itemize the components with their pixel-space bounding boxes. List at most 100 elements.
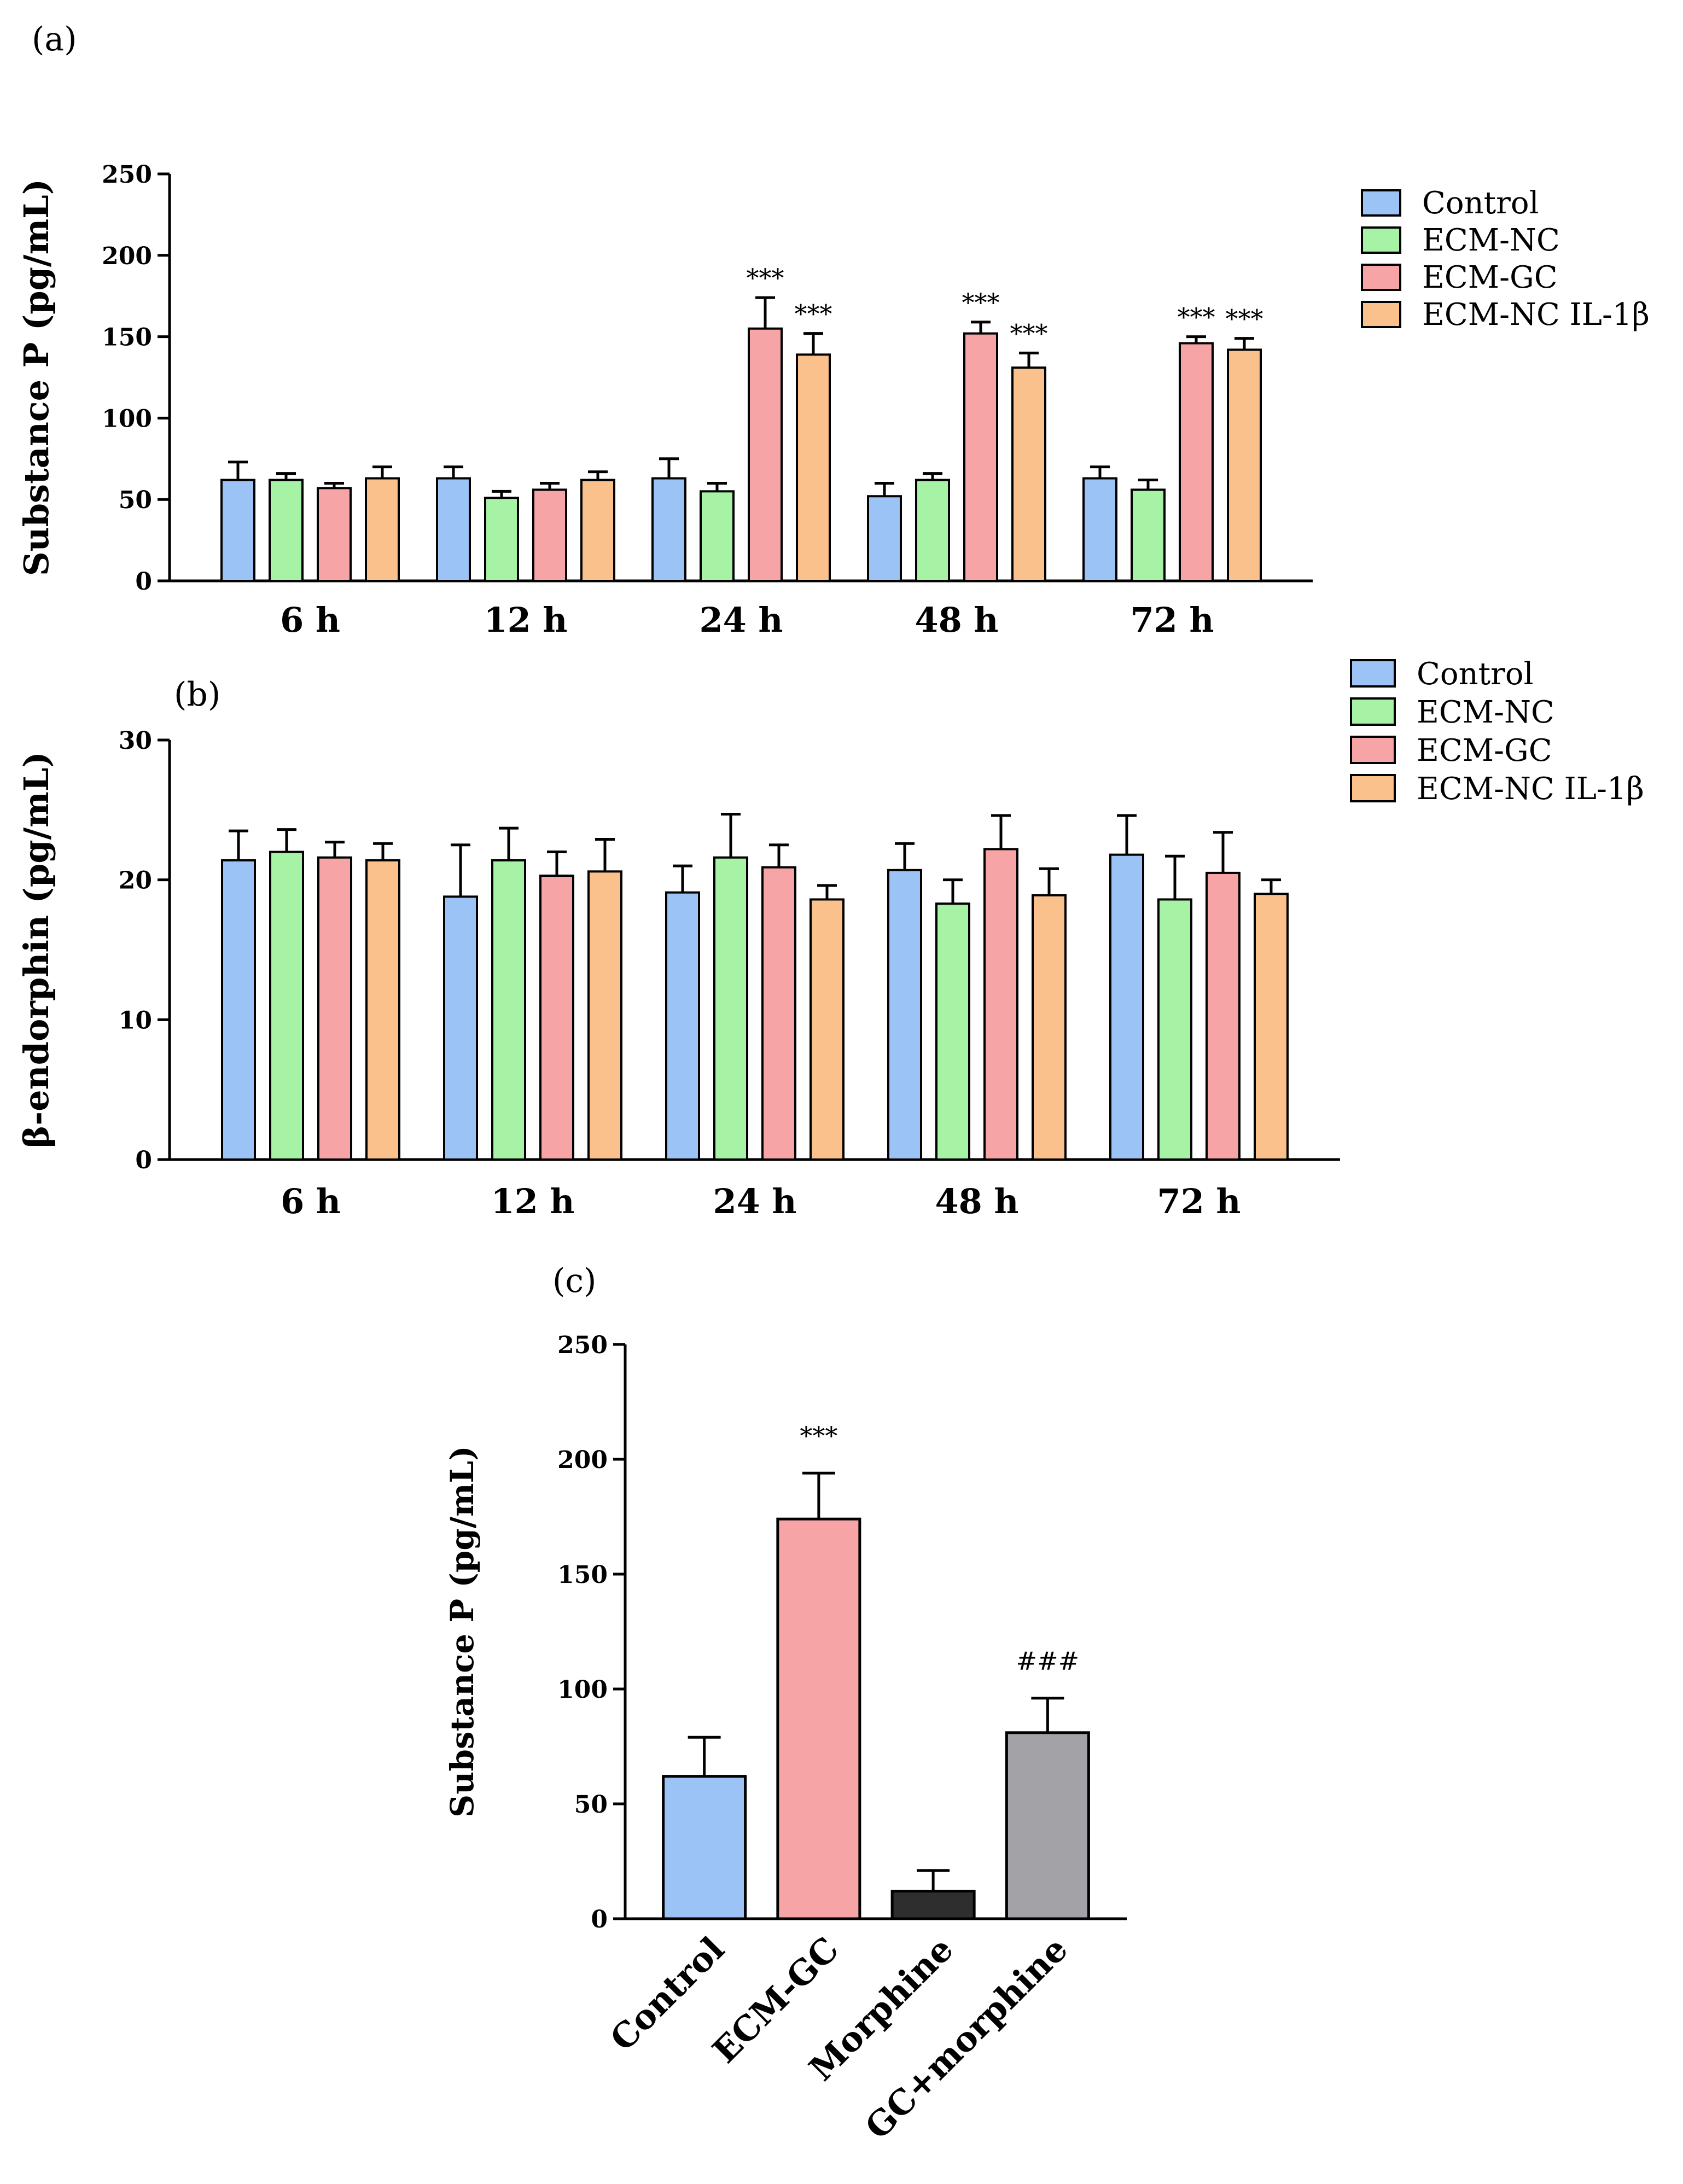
- bar-control-48-h: [867, 495, 902, 582]
- x-category-label: GC+morphine: [858, 1929, 1075, 2147]
- x-category-label: 72 h: [1157, 1181, 1241, 1221]
- panel-label: (b): [174, 675, 220, 714]
- legend-swatch-ecm-gc: [1350, 736, 1396, 764]
- significance-label: ***: [962, 288, 1000, 317]
- bar-ecm-nc-12-h: [491, 859, 526, 1161]
- significance-label: ***: [1178, 302, 1215, 332]
- y-tick-label: 200: [102, 242, 152, 270]
- bar-gc-morphine: [1005, 1731, 1090, 1920]
- y-tick-label: 30: [119, 727, 152, 755]
- significance-label: ***: [1010, 318, 1048, 348]
- panel-label: (a): [32, 20, 77, 59]
- bar-ecm-gc-24-h: [761, 866, 796, 1161]
- bar-ecm-nc-il-1-12-h: [580, 479, 615, 582]
- panel-a-chart: 0 50 100 150 200 250 Substance P (pg/mL) (a) 6 h…: [16, 20, 1650, 640]
- legend-swatch-ecm-gc: [1361, 264, 1401, 291]
- y-tick-label: 10: [119, 1006, 152, 1034]
- y-tick-label: 50: [574, 1791, 608, 1819]
- bar-ecm-nc-il-1-24-h: [810, 898, 845, 1161]
- bar-control-72-h: [1082, 477, 1117, 583]
- bar-ecm-gc-6-h: [317, 856, 352, 1161]
- bar-ecm-nc-il-1-48-h: [1011, 366, 1046, 582]
- bar-ecm-nc-6-h: [269, 851, 304, 1161]
- y-tick-label: 200: [557, 1446, 608, 1474]
- significance-label: ***: [747, 263, 784, 293]
- y-tick-label: 250: [557, 1331, 608, 1359]
- legend-label: ECM-GC: [1422, 260, 1558, 295]
- bar-control-24-h: [665, 891, 700, 1161]
- bar-ecm-gc-72-h: [1206, 871, 1241, 1161]
- bar-ecm-nc-24-h: [713, 856, 748, 1161]
- y-tick-label: 250: [102, 161, 152, 189]
- y-tick-label: 50: [119, 486, 152, 514]
- bar-ecm-gc-12-h: [539, 874, 574, 1161]
- legend-label: ECM-NC IL-1β: [1422, 297, 1650, 333]
- legend-label: ECM-NC: [1417, 695, 1554, 730]
- x-category-label: 12 h: [484, 600, 568, 640]
- legend-label: ECM-NC IL-1β: [1417, 771, 1644, 807]
- legend-label: ECM-GC: [1417, 733, 1552, 768]
- legend-swatch-ecm-nc: [1350, 697, 1396, 726]
- bar-ecm-gc: [776, 1517, 861, 1920]
- bar-ecm-gc-72-h: [1179, 342, 1214, 583]
- significance-label: ###: [1016, 1646, 1080, 1676]
- bar-control-12-h: [436, 477, 471, 583]
- significance-label: ***: [800, 1421, 837, 1451]
- bar-ecm-nc-il-1-48-h: [1032, 894, 1067, 1161]
- x-category-label: 48 h: [915, 600, 999, 640]
- legend-swatch-ecm-nc: [1361, 226, 1401, 254]
- legend-label: Control: [1422, 185, 1539, 221]
- bar-morphine: [890, 1890, 976, 1920]
- panel-label: (c): [552, 1262, 596, 1300]
- bar-ecm-nc-il-1-72-h: [1227, 348, 1262, 583]
- y-axis-title: Substance P (pg/mL): [16, 179, 56, 576]
- y-axis-title: Substance P (pg/mL): [444, 1446, 481, 1817]
- y-axis-title: β-endorphin (pg/mL): [16, 752, 56, 1148]
- legend-swatch-ecm-nc-il-1: [1361, 301, 1401, 328]
- bar-ecm-nc-72-h: [1157, 898, 1192, 1161]
- y-tick-label: 100: [102, 405, 152, 433]
- bar-ecm-nc-il-1-6-h: [365, 859, 400, 1161]
- bar-ecm-nc-24-h: [700, 490, 735, 582]
- y-tick-label: 100: [557, 1676, 608, 1704]
- bar-control-12-h: [443, 895, 478, 1161]
- bar-ecm-nc-il-1-72-h: [1254, 893, 1289, 1161]
- x-category-label: 24 h: [713, 1181, 797, 1221]
- x-category-label: 24 h: [700, 600, 783, 640]
- bar-ecm-nc-48-h: [915, 479, 950, 582]
- y-tick-label: 150: [557, 1561, 608, 1589]
- legend-swatch-ecm-nc-il-1: [1350, 774, 1396, 802]
- y-tick-label: 0: [135, 1146, 152, 1174]
- y-tick-label: 150: [102, 324, 152, 352]
- bar-control-72-h: [1109, 853, 1144, 1161]
- y-tick-label: 20: [119, 867, 152, 895]
- bar-control-6-h: [221, 859, 256, 1161]
- bar-ecm-nc-6-h: [269, 479, 304, 582]
- panel-b-chart: 0 10 20 30 β-endorphin (pg/mL) (b) 6 h 12 h 24 h…: [16, 656, 1644, 1221]
- legend-label: ECM-NC: [1422, 223, 1560, 258]
- bar-ecm-nc-il-1-24-h: [796, 353, 831, 582]
- bar-ecm-nc-12-h: [484, 497, 519, 582]
- bar-ecm-nc-il-1-12-h: [587, 870, 622, 1161]
- bar-control-24-h: [651, 477, 686, 583]
- y-tick-label: 0: [591, 1906, 608, 1933]
- legend-swatch-control: [1350, 659, 1396, 688]
- x-category-label: 48 h: [935, 1181, 1019, 1221]
- legend-swatch-control: [1361, 189, 1401, 217]
- bar-ecm-nc-48-h: [935, 902, 970, 1161]
- x-category-label: 12 h: [491, 1181, 575, 1221]
- bar-ecm-gc-12-h: [532, 488, 567, 582]
- significance-label: ***: [1226, 304, 1263, 334]
- bar-ecm-gc-48-h: [963, 332, 998, 582]
- bar-control-48-h: [887, 869, 922, 1161]
- bar-ecm-gc-48-h: [983, 848, 1018, 1161]
- bar-ecm-gc-24-h: [748, 327, 783, 582]
- bar-ecm-gc-6-h: [317, 487, 352, 582]
- bar-ecm-nc-il-1-6-h: [365, 477, 400, 583]
- bar-control-6-h: [220, 479, 255, 582]
- bar-control: [662, 1775, 747, 1920]
- y-tick-label: 0: [135, 568, 152, 596]
- x-category-label: 6 h: [280, 600, 340, 640]
